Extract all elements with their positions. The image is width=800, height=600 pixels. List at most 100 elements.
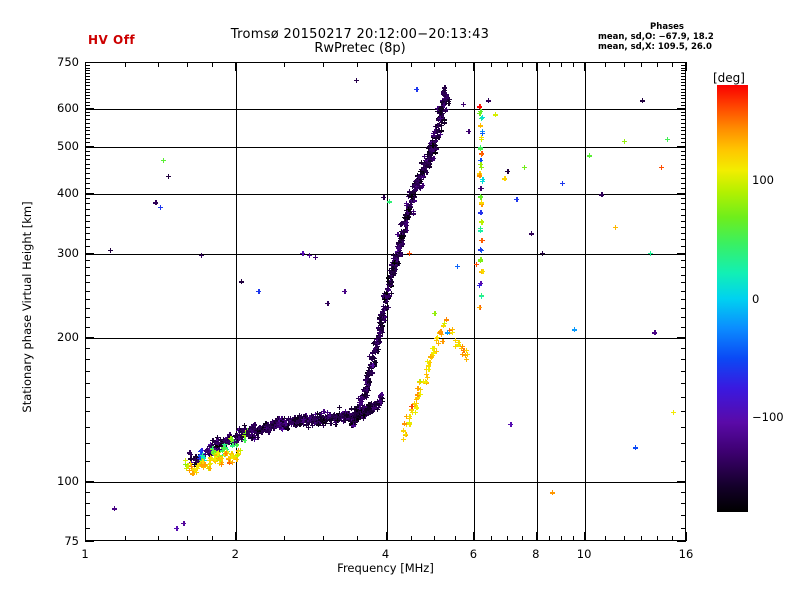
data-point: [404, 203, 410, 209]
phase-statistics-annotation: Phases mean, sd,O: −67.9, 18.2 mean, sd,…: [592, 22, 742, 52]
data-point: [331, 412, 337, 418]
data-point: [295, 418, 301, 424]
data-point: [218, 462, 224, 468]
data-point: [409, 197, 415, 203]
tick-y-minor-right: [681, 104, 686, 106]
data-point: [217, 457, 223, 463]
tick-x-minor: [490, 536, 492, 541]
data-point: [398, 237, 404, 243]
data-point: [370, 405, 375, 411]
data-point: [200, 458, 206, 464]
data-point: [363, 407, 368, 413]
data-point: [404, 201, 409, 206]
data-point: [261, 426, 266, 432]
data-point: [215, 449, 221, 455]
data-point: [424, 170, 430, 176]
data-point: [502, 176, 508, 182]
data-point: [439, 113, 444, 119]
data-point: [344, 415, 350, 421]
tick-y-minor: [85, 70, 90, 72]
data-point: [422, 163, 428, 169]
data-point: [427, 151, 433, 157]
data-point: [438, 109, 444, 115]
data-point: [208, 456, 214, 462]
data-point: [397, 235, 403, 241]
data-point: [215, 442, 221, 448]
data-point: [344, 416, 350, 422]
data-point: [376, 402, 382, 408]
data-point: [353, 411, 359, 417]
data-point: [226, 460, 232, 466]
data-point: [239, 434, 245, 440]
tick-y-minor-right: [681, 154, 686, 156]
data-point: [206, 448, 212, 454]
data-point: [407, 204, 413, 210]
data-point: [282, 423, 288, 429]
data-point: [388, 275, 393, 281]
tick-y-minor-right: [681, 491, 686, 493]
data-point: [364, 381, 370, 387]
data-point: [353, 418, 359, 424]
data-point: [430, 346, 436, 352]
data-point: [312, 416, 318, 422]
data-point: [446, 327, 452, 333]
data-point: [321, 408, 327, 414]
data-point: [288, 419, 294, 425]
tick-x-minor: [657, 536, 659, 541]
data-point: [401, 228, 407, 234]
data-point: [360, 395, 365, 401]
data-point: [223, 450, 229, 456]
data-point: [207, 442, 213, 448]
data-point: [425, 163, 430, 169]
data-point: [255, 431, 261, 436]
data-point: [303, 413, 309, 419]
data-point: [285, 421, 291, 427]
data-point: [421, 161, 427, 167]
tick-y-minor: [85, 232, 90, 234]
data-point: [318, 411, 324, 416]
data-point: [248, 433, 254, 438]
data-point: [420, 170, 426, 176]
data-point: [199, 458, 205, 464]
data-point: [422, 166, 428, 172]
data-point: [435, 117, 441, 123]
data-point: [249, 434, 255, 440]
tick-y-minor-right: [681, 358, 686, 360]
data-point: [216, 446, 222, 452]
data-point: [305, 424, 311, 430]
data-point: [216, 443, 222, 449]
data-point: [364, 381, 370, 386]
data-point: [435, 124, 441, 129]
data-point: [213, 441, 219, 447]
data-point: [318, 414, 324, 420]
data-point: [353, 413, 359, 418]
data-point: [356, 406, 362, 411]
data-point: [200, 458, 206, 464]
data-point: [195, 463, 201, 469]
data-point: [399, 220, 405, 226]
data-point: [183, 457, 189, 463]
data-point: [228, 435, 233, 441]
data-point: [226, 436, 231, 442]
data-point: [410, 208, 416, 214]
data-point: [417, 391, 423, 397]
data-point: [398, 231, 404, 237]
data-point: [185, 463, 191, 469]
data-point: [460, 101, 466, 107]
data-point: [345, 411, 351, 417]
tick-y-minor-right: [681, 134, 686, 136]
data-point: [228, 436, 234, 442]
data-point: [370, 355, 376, 361]
data-point: [388, 270, 394, 276]
data-point: [200, 457, 205, 463]
y-tick-label: 300: [57, 245, 79, 260]
data-point: [478, 186, 484, 191]
tick-y-minor: [85, 220, 90, 222]
data-point: [315, 422, 321, 428]
data-point: [307, 418, 313, 424]
data-point: [420, 168, 426, 174]
data-point: [360, 405, 366, 411]
data-point: [334, 414, 339, 420]
tick-y-minor-right: [681, 411, 686, 413]
tick-y-minor: [85, 134, 90, 136]
